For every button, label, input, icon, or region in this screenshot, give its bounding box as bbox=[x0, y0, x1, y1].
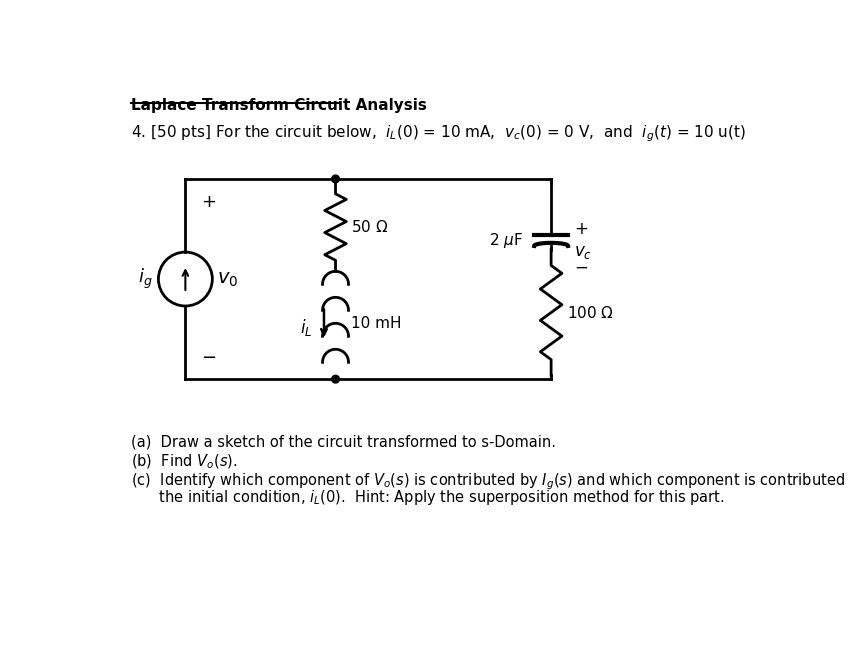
Text: −: − bbox=[575, 258, 588, 277]
Text: Laplace Transform Circuit Analysis: Laplace Transform Circuit Analysis bbox=[132, 98, 428, 113]
Text: 100 $\Omega$: 100 $\Omega$ bbox=[566, 305, 614, 321]
Text: (b)  Find $V_o(s)$.: (b) Find $V_o(s)$. bbox=[132, 453, 238, 472]
Text: +: + bbox=[575, 220, 588, 238]
Text: (c)  Identify which component of $V_o(s)$ is contributed by $I_g(s)$ and which c: (c) Identify which component of $V_o(s)$… bbox=[132, 472, 850, 492]
Text: the initial condition, $i_L(0)$.  Hint: Apply the superposition method for this : the initial condition, $i_L(0)$. Hint: A… bbox=[132, 489, 725, 507]
Text: $i_g$: $i_g$ bbox=[138, 267, 153, 291]
Text: 4. [50 pts] For the circuit below,  $i_L(0)$ = 10 mA,  $v_c(0)$ = 0 V,  and  $i_: 4. [50 pts] For the circuit below, $i_L(… bbox=[132, 124, 746, 144]
Circle shape bbox=[332, 375, 339, 383]
Text: (a)  Draw a sketch of the circuit transformed to s-Domain.: (a) Draw a sketch of the circuit transfo… bbox=[132, 434, 557, 449]
Text: 50 $\Omega$: 50 $\Omega$ bbox=[351, 219, 388, 235]
Text: $v_c$: $v_c$ bbox=[575, 243, 592, 261]
Text: +: + bbox=[201, 193, 216, 211]
Text: $i_L$: $i_L$ bbox=[300, 317, 313, 338]
Text: $v_0$: $v_0$ bbox=[217, 269, 238, 288]
Text: −: − bbox=[201, 349, 216, 367]
Text: 10 mH: 10 mH bbox=[351, 316, 401, 331]
Text: 2 $\mu$F: 2 $\mu$F bbox=[490, 231, 524, 250]
Circle shape bbox=[332, 175, 339, 183]
